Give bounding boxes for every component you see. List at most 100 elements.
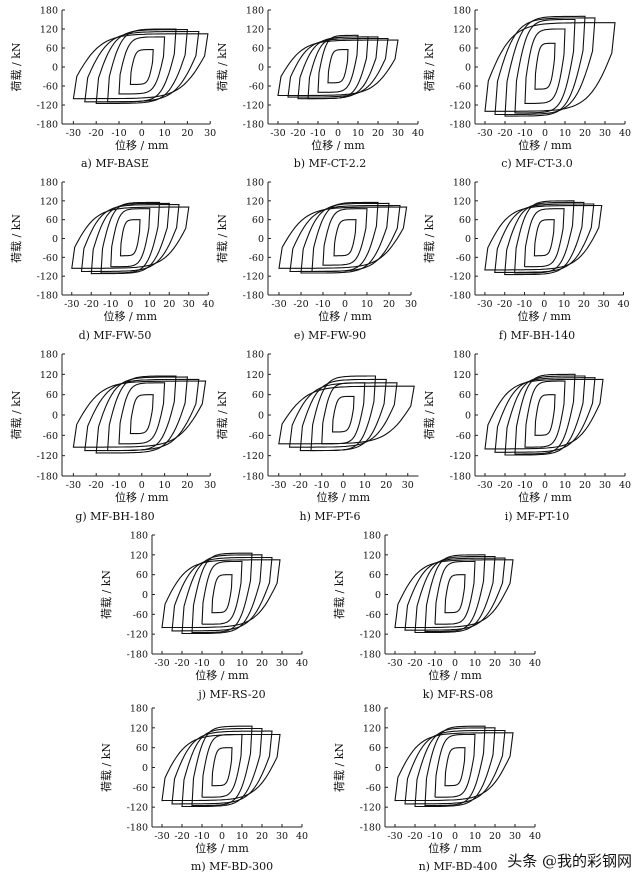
hysteresis-loop-6 bbox=[72, 380, 207, 448]
y-tick-label: -180 bbox=[37, 472, 58, 483]
hysteresis-loop-4 bbox=[414, 727, 496, 808]
x-axis-label: 位移 / mm bbox=[103, 309, 157, 323]
y-tick-label: -180 bbox=[37, 120, 58, 131]
y-tick-label: 180 bbox=[246, 6, 264, 17]
y-tick-label: 120 bbox=[40, 25, 58, 36]
hysteresis-loop-6 bbox=[161, 559, 281, 629]
x-tick-label: 20 bbox=[579, 128, 591, 139]
x-tick-label: 0 bbox=[127, 299, 133, 310]
x-tick-label: -20 bbox=[497, 480, 512, 491]
x-tick-label: 40 bbox=[617, 299, 629, 310]
x-axis-label: 位移 / mm bbox=[195, 668, 249, 682]
x-tick-label: 0 bbox=[335, 128, 341, 139]
y-tick-label: -60 bbox=[456, 82, 471, 93]
y-tick-label: -180 bbox=[360, 823, 381, 834]
hysteresis-loop-6 bbox=[71, 206, 190, 269]
x-tick-label: 30 bbox=[204, 480, 216, 491]
x-tick-label: 30 bbox=[276, 831, 288, 842]
y-tick-label: 120 bbox=[246, 370, 264, 381]
hysteresis-loop-5 bbox=[171, 730, 273, 805]
x-tick-label: 10 bbox=[144, 299, 156, 310]
y-axis-label: 荷载 / kN bbox=[423, 214, 436, 263]
panel-caption: c) MF-CT-3.0 bbox=[501, 157, 573, 170]
x-tick-label: -20 bbox=[84, 299, 99, 310]
y-axis-label: 荷载 / kN bbox=[100, 570, 113, 619]
x-axis-label: 位移 / mm bbox=[316, 490, 370, 504]
y-tick-label: -60 bbox=[43, 431, 58, 442]
x-tick-label: 40 bbox=[202, 299, 214, 310]
y-axis-label: 荷载 / kN bbox=[10, 214, 23, 263]
hysteresis-loop-3 bbox=[307, 36, 369, 100]
x-tick-label: 10 bbox=[159, 480, 171, 491]
hysteresis-loop-6 bbox=[484, 22, 616, 112]
hysteresis-loop-5 bbox=[288, 382, 398, 448]
x-axis-label: 位移 / mm bbox=[318, 309, 372, 323]
y-tick-label: -180 bbox=[243, 472, 264, 483]
x-tick-label: 0 bbox=[542, 128, 548, 139]
hysteresis-loop-3 bbox=[107, 28, 177, 103]
y-tick-label: 180 bbox=[363, 531, 381, 542]
hysteresis-loop-2 bbox=[201, 733, 243, 798]
y-tick-label: -120 bbox=[450, 101, 471, 112]
x-tick-label: -10 bbox=[517, 299, 532, 310]
x-tick-label: 20 bbox=[579, 480, 591, 491]
x-tick-label: 20 bbox=[372, 128, 384, 139]
hysteresis-loop-4 bbox=[504, 15, 586, 117]
y-tick-label: 180 bbox=[130, 531, 148, 542]
x-axis-label: 位移 / mm bbox=[518, 138, 572, 152]
y-axis-label: 荷载 / kN bbox=[216, 390, 229, 439]
x-tick-label: -10 bbox=[517, 128, 532, 139]
y-tick-label: 60 bbox=[252, 215, 264, 226]
hysteresis-loop-6 bbox=[278, 385, 415, 445]
x-tick-label: 10 bbox=[159, 128, 171, 139]
hysteresis-loop-6 bbox=[484, 204, 603, 271]
x-tick-label: 40 bbox=[296, 831, 308, 842]
x-tick-label: 30 bbox=[204, 128, 216, 139]
x-tick-label: 10 bbox=[359, 480, 371, 491]
x-tick-label: 0 bbox=[452, 831, 458, 842]
x-tick-label: -20 bbox=[89, 480, 104, 491]
x-tick-label: 30 bbox=[276, 658, 288, 669]
y-tick-label: 180 bbox=[453, 350, 471, 361]
hysteresis-loop-1 bbox=[211, 747, 233, 787]
panel-8: -180 -120 -60 0 60 120 180 -30 -20 -10 0 10 20 30 荷载 /… bbox=[216, 350, 419, 523]
hysteresis-loop-4 bbox=[504, 375, 586, 456]
y-tick-label: 120 bbox=[246, 25, 264, 36]
x-tick-label: 0 bbox=[340, 480, 346, 491]
x-tick-label: 0 bbox=[219, 831, 225, 842]
x-tick-label: -10 bbox=[517, 480, 532, 491]
hysteresis-loop-2 bbox=[118, 382, 166, 445]
hysteresis-loop-1 bbox=[327, 49, 349, 84]
y-tick-label: 180 bbox=[40, 350, 58, 361]
y-tick-label: -60 bbox=[249, 431, 264, 442]
y-tick-label: 60 bbox=[46, 44, 58, 55]
hysteresis-loop-6 bbox=[161, 733, 281, 802]
x-tick-label: -10 bbox=[315, 299, 330, 310]
y-tick-label: 180 bbox=[363, 704, 381, 715]
x-tick-label: 30 bbox=[402, 480, 414, 491]
panel-caption: g) MF-BH-180 bbox=[75, 510, 154, 523]
x-tick-label: -30 bbox=[270, 128, 285, 139]
y-tick-label: 60 bbox=[459, 390, 471, 401]
x-tick-label: 10 bbox=[236, 831, 248, 842]
hysteresis-loop-1 bbox=[331, 395, 355, 433]
hysteresis-loop-4 bbox=[297, 36, 379, 100]
x-tick-label: 20 bbox=[578, 299, 590, 310]
hysteresis-loop-4 bbox=[181, 727, 263, 808]
panel-3: -180 -120 -60 0 60 120 180 -30 -20 -10 0 10 20 30 40 荷载… bbox=[423, 6, 631, 171]
x-tick-label: -30 bbox=[154, 658, 169, 669]
x-tick-label: 20 bbox=[181, 128, 193, 139]
y-tick-label: -60 bbox=[366, 610, 381, 621]
hysteresis-loop-6 bbox=[394, 559, 514, 629]
y-tick-label: -120 bbox=[127, 630, 148, 641]
x-axis-label: 位移 / mm bbox=[195, 841, 249, 855]
hysteresis-loop-1 bbox=[333, 219, 357, 257]
x-tick-label: 40 bbox=[412, 128, 424, 139]
x-tick-label: -30 bbox=[64, 299, 79, 310]
y-tick-label: 180 bbox=[246, 178, 264, 189]
y-tick-label: 120 bbox=[363, 723, 381, 734]
y-tick-label: 180 bbox=[453, 178, 471, 189]
hysteresis-loop-1 bbox=[534, 42, 556, 90]
hysteresis-loop-5 bbox=[80, 204, 180, 273]
x-tick-label: -10 bbox=[427, 831, 442, 842]
